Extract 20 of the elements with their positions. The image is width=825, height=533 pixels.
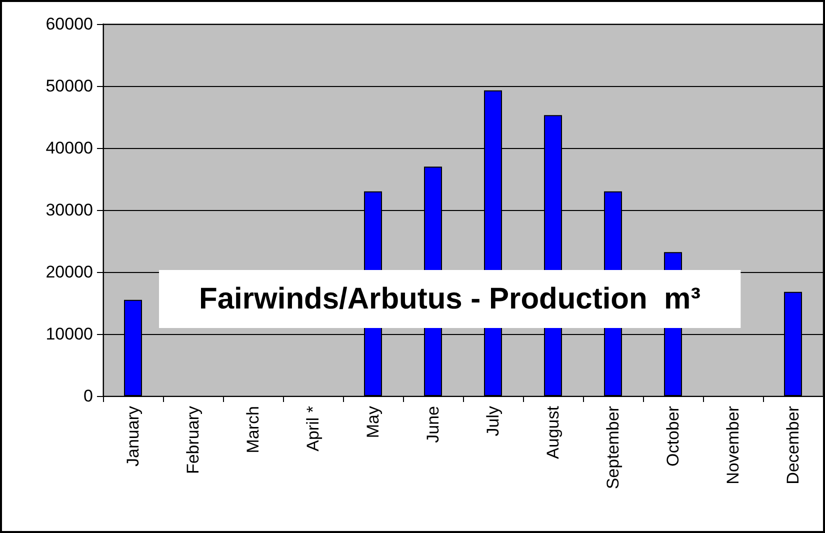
y-tick-label: 20000 [46, 262, 93, 282]
x-tick-label: October [664, 406, 682, 466]
text: Fairwinds/Arbutus - Production m³ [199, 282, 701, 316]
x-tick-label: January [124, 406, 142, 466]
x-tick-label: February [184, 406, 202, 474]
x-tick-label: May [364, 406, 382, 438]
y-tick-label: 10000 [46, 324, 93, 344]
x-tick-label: April * [304, 406, 322, 452]
x-tick-label: June [424, 406, 442, 443]
y-tick-label: 30000 [46, 200, 93, 220]
x-tick-label: November [724, 406, 742, 484]
y-tick-label: 50000 [46, 76, 93, 96]
x-tick-label: August [544, 406, 562, 459]
y-tick-label: 0 [84, 386, 93, 406]
x-tick-label: March [244, 406, 262, 454]
y-tick-label: 40000 [46, 138, 93, 158]
x-tick-label: September [604, 406, 622, 490]
x-tick-label: July [484, 406, 502, 436]
y-tick-label: 60000 [46, 14, 93, 34]
x-tick-label: December [784, 406, 802, 484]
